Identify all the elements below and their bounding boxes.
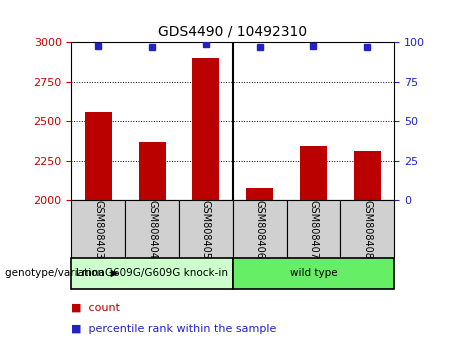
Text: GSM808408: GSM808408 bbox=[362, 200, 372, 259]
Text: GSM808407: GSM808407 bbox=[308, 200, 319, 259]
Text: ■  percentile rank within the sample: ■ percentile rank within the sample bbox=[71, 324, 277, 334]
Bar bbox=[246, 188, 273, 200]
Bar bbox=[85, 112, 112, 200]
Bar bbox=[139, 142, 165, 200]
Text: GSM808404: GSM808404 bbox=[147, 200, 157, 259]
Title: GDS4490 / 10492310: GDS4490 / 10492310 bbox=[158, 24, 307, 39]
Text: LmnaG609G/G609G knock-in: LmnaG609G/G609G knock-in bbox=[76, 268, 228, 279]
Text: GSM808403: GSM808403 bbox=[93, 200, 103, 259]
Bar bbox=[193, 58, 219, 200]
Bar bbox=[354, 151, 381, 200]
Text: GSM808405: GSM808405 bbox=[201, 200, 211, 259]
Text: wild type: wild type bbox=[290, 268, 337, 279]
Text: GSM808406: GSM808406 bbox=[254, 200, 265, 259]
Text: genotype/variation  ▶: genotype/variation ▶ bbox=[5, 268, 118, 279]
Text: ■  count: ■ count bbox=[71, 303, 120, 313]
Bar bbox=[300, 147, 327, 200]
